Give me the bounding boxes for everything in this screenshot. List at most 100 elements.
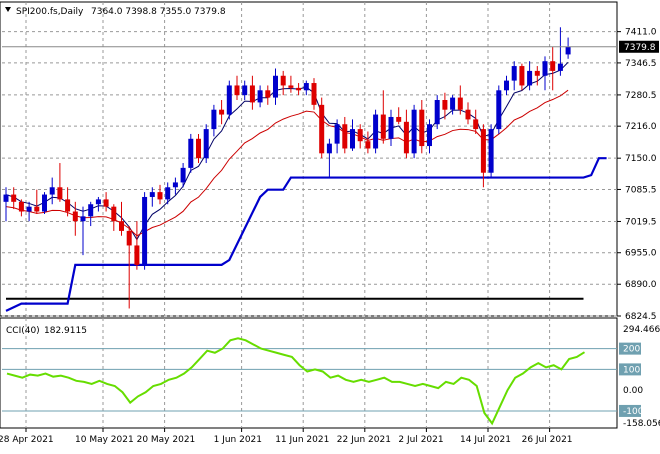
cci-tick-label: 294.4668 [623,325,660,335]
price-tick-label: 7346.5 [625,59,657,69]
date-tick-label: 11 Jun 2021 [275,435,329,445]
cci-tick-label: 100 [623,365,640,375]
candle-bullish [388,116,394,139]
candle-bullish [211,109,217,130]
date-tick-label: 20 May 2021 [137,435,196,445]
current-price-tag [619,40,659,53]
date-tick-label: 26 Jul 2021 [522,435,573,445]
candle-bearish [119,221,124,231]
candle-bearish [357,129,363,142]
candle-bearish [103,199,109,207]
ohlc-values: 7364.0 7398.8 7355.0 7379.8 [91,7,226,17]
candle-bullish [149,192,155,197]
price-tick-label: 7280.5 [625,91,657,101]
candle-bearish [249,85,255,103]
candle-bearish [519,66,525,86]
cci-level-tag [619,404,641,417]
candle-bullish [242,85,248,96]
candle-bearish [442,100,448,110]
candle-bullish [172,182,178,188]
cci-tick-label: 0.00 [623,386,643,396]
candle-bullish [273,75,278,98]
price-tick-label: 7150.0 [625,154,657,164]
candle-bearish [280,75,286,86]
cci-tick-label: -158.056 [623,419,660,429]
candle-bearish [234,85,240,96]
candle-bullish [434,100,440,125]
price-tick-label: 6890.0 [625,280,657,290]
candle-bearish [534,70,540,76]
candle-bullish [3,194,9,202]
candle-bullish [180,167,186,183]
candle-bearish [126,230,132,246]
date-tick-label: 10 May 2021 [75,435,134,445]
candle-bullish [257,90,263,103]
candle-bearish [380,114,386,139]
candle-bullish [488,129,494,173]
candle-bearish [480,129,486,173]
cci-value: 182.9115 [44,326,87,336]
candle-bullish [350,129,355,149]
price-tick-label: 7216.0 [625,122,657,132]
candle-bullish [326,143,332,154]
cci-label: CCI(40) [6,326,40,336]
current-price-label: 7379.8 [624,43,656,53]
candle-bearish [111,206,117,222]
candle-bearish [72,211,78,222]
candle-bearish [550,61,556,71]
candle-bullish [188,138,194,168]
candle-bearish [311,83,317,105]
candle-bullish [565,46,571,55]
candle-bullish [511,66,517,81]
candle-bearish [34,206,40,212]
candle-bullish [427,124,432,147]
cci-tick-label: -100 [623,407,644,417]
candle-bearish [265,90,271,98]
candle-bullish [373,114,379,149]
candle-bullish [142,196,148,265]
candle-bullish [557,63,563,71]
candle-bullish [496,90,502,130]
candle-bearish [396,116,402,122]
cci-tick-label: 200 [623,345,640,355]
candle-bullish [95,199,101,205]
candle-bearish [288,85,294,88]
cci-level-tag [619,363,641,376]
candle-bearish [134,245,140,265]
candle-bearish [419,109,425,147]
collapse-triangle-icon[interactable] [5,7,11,12]
date-tick-label: 22 Jun 2021 [337,435,391,445]
main-panel-frame [0,1,618,317]
cci-series-line [6,337,586,426]
candle-bearish [11,194,17,202]
price-tick-label: 7085.5 [625,185,657,195]
candle-bearish [65,199,71,212]
candle-bullish [226,85,232,115]
date-tick-label: 28 Apr 2021 [0,435,54,445]
cci-level-tag [619,342,641,355]
candle-bearish [196,138,201,159]
candle-bullish [203,129,209,159]
date-tick-label: 1 Jun 2021 [214,435,262,445]
candle-bearish [365,141,371,149]
candle-bullish [542,61,548,76]
candle-bullish [303,83,309,91]
candle-bullish [26,206,32,212]
candle-bearish [465,109,471,120]
candle-bearish [18,201,24,212]
candle-bearish [57,187,63,200]
candle-bearish [403,121,409,154]
candle-bullish [411,109,417,154]
date-tick-label: 2 Jul 2021 [398,435,443,445]
candle-bearish [157,192,163,200]
symbol-label: SPI200.fs,Daily [16,7,84,17]
candle-bearish [319,104,325,154]
price-tick-label: 6824.5 [625,312,657,322]
candle-bearish [342,124,348,149]
candle-bullish [80,216,86,222]
candle-bullish [450,97,456,110]
candle-bullish [88,204,94,217]
support-step-line [5,157,607,312]
